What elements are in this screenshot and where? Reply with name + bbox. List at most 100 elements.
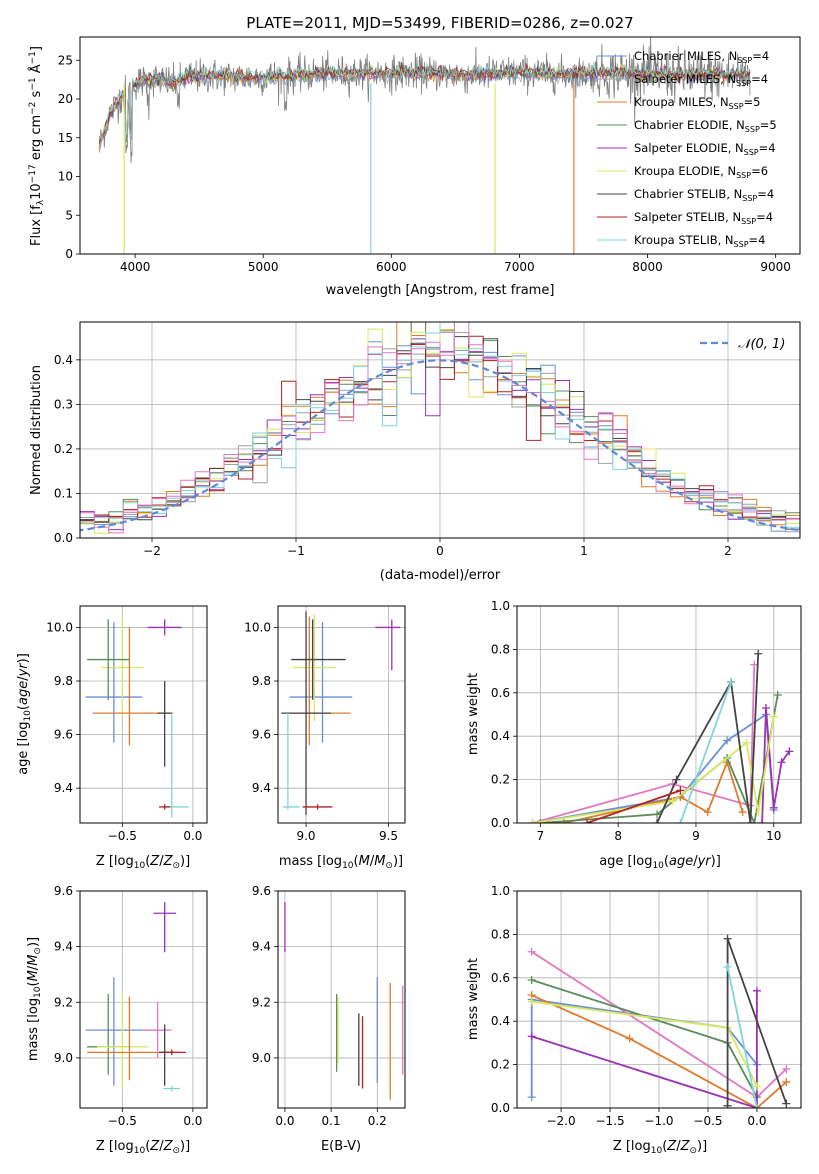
mass-ebv-xlabel: E(B-V)	[321, 1139, 361, 1154]
mass-weight-marker	[583, 819, 592, 823]
errorbar-point	[157, 681, 172, 767]
y-tick-label: 0.8	[491, 927, 510, 941]
mass-vs-metallicity-panel: Z [log10(Z/Z⊙)] mass [log10(M/M⊙)] −0.5 0…	[26, 884, 208, 1156]
mass-vs-extinction-panel: E(B-V) 0.0 0.1 0.2 9.0 9.2 9.4 9.6	[252, 884, 406, 1154]
mass-weight-marker	[527, 1093, 536, 1102]
legend-subscript: SSP	[734, 240, 749, 249]
axes-frame	[79, 321, 801, 539]
legend-suffix: =5	[760, 118, 777, 132]
errorbar-point	[282, 713, 300, 810]
plot-area	[527, 934, 791, 1108]
axes-frame	[516, 890, 802, 1109]
mass-weight-marker	[761, 703, 770, 712]
x-tick-label: 8	[614, 829, 622, 843]
legend-suffix: =4	[751, 72, 768, 86]
residual-ylabel: Normed distribution	[29, 365, 44, 495]
errorbar-point	[87, 619, 130, 700]
y-tick-label: 0.6	[491, 686, 510, 700]
mass-z-xlabel: Z [log10(Z/Z⊙)]	[96, 1139, 190, 1156]
x-tick-label: −1.0	[644, 1114, 673, 1128]
x-tick-label: 1	[580, 544, 588, 558]
axes-frame	[79, 890, 208, 1109]
x-tick-label: 10	[766, 829, 781, 843]
mass-weight-marker	[738, 808, 747, 817]
x-tick-label: 4000	[120, 260, 151, 274]
age-z-xlabel: Z [log10(Z/Z⊙)]	[96, 854, 190, 871]
legend-subscript: SSP	[736, 171, 751, 180]
x-tick-label: −2.0	[546, 1114, 575, 1128]
errorbar-point	[292, 614, 336, 722]
age-z-ylabel: age [log10(age/yr)]	[16, 653, 33, 775]
mass-weight-series-line	[530, 998, 758, 1098]
y-tick-label: 25	[58, 53, 73, 67]
errorbar-point	[143, 1002, 172, 1058]
legend-subscript: SSP	[736, 79, 751, 88]
mass-weight-series-line	[586, 789, 681, 823]
mass-weight-series-line	[531, 979, 758, 1098]
mass-weight-marker	[777, 758, 786, 767]
y-tick-label: 1.0	[491, 884, 510, 898]
weight-vs-age-panel: age [log10(age/yr)] mass weight 7 8 9 10 0.0…	[466, 599, 802, 871]
plot-area	[80, 322, 800, 534]
axes-frame	[79, 36, 801, 255]
x-tick-label: 9	[692, 829, 700, 843]
mass-weight-marker	[527, 947, 536, 956]
legend-suffix: =4	[756, 210, 773, 224]
mass-weight-series-line	[726, 966, 758, 1108]
errorbar-point	[163, 1049, 186, 1056]
axes-frame	[516, 605, 802, 824]
mass-weight-marker	[746, 819, 755, 823]
y-tick-label: 9.4	[54, 781, 73, 795]
spectrum-panel: wavelength [Angstrom, rest frame] Flux […	[28, 36, 801, 298]
mass-weight-marker	[723, 736, 732, 745]
legend-suffix: =4	[752, 49, 769, 63]
mass-weight-series-line	[531, 990, 758, 1108]
legend-label: Chabrier MILES, NSSP=4	[634, 49, 769, 65]
mass-weight-marker	[726, 677, 735, 686]
errorbar-point	[87, 993, 130, 1075]
weight-z-ylabel: mass weight	[466, 958, 481, 1040]
residual-xlabel: (data-model)/error	[380, 568, 501, 583]
mass-weight-marker	[742, 738, 751, 747]
legend-label: Kroupa STELIB, NSSP=4	[634, 233, 765, 249]
x-tick-label: 6000	[376, 260, 407, 274]
legend-label: 𝒩(0, 1)	[738, 337, 785, 352]
weight-age-xlabel: age [log10(age/yr)]	[599, 854, 721, 871]
mass-weight-marker	[752, 986, 761, 995]
mass-weight-series-line	[531, 994, 787, 1108]
spectrum-xlabel: wavelength [Angstrom, rest frame]	[326, 283, 555, 298]
plot-area	[85, 902, 186, 1092]
mass-weight-marker	[750, 819, 759, 823]
x-tick-label: 2	[724, 544, 732, 558]
mass-z-ylabel: mass [log10(M/M⊙)]	[26, 937, 43, 1061]
weight-z-xlabel: Z [log10(Z/Z⊙)]	[613, 1139, 707, 1156]
legend-suffix: =4	[757, 187, 774, 201]
residual-histogram-step	[80, 322, 800, 528]
x-tick-label: −2	[143, 544, 161, 558]
mass-weight-marker	[559, 819, 568, 823]
x-tick-label: 0.2	[368, 1114, 387, 1128]
mass-weight-marker	[773, 690, 782, 699]
y-tick-label: 9.8	[252, 674, 271, 688]
legend-label: Salpeter STELIB, NSSP=4	[634, 210, 773, 226]
errorbar-point	[85, 622, 143, 743]
y-tick-label: 9.0	[252, 1051, 271, 1065]
y-tick-label: 9.6	[54, 728, 73, 742]
y-tick-label: 0.4	[491, 729, 510, 743]
y-tick-label: 0.6	[491, 971, 510, 985]
x-tick-label: −1	[287, 544, 305, 558]
spectrum-legend: Chabrier MILES, NSSP=4 Salpeter MILES, NS…	[597, 49, 777, 249]
errorbar-point	[302, 804, 333, 810]
y-tick-label: 0.4	[54, 353, 73, 367]
errorbar-point	[291, 619, 346, 700]
mass-weight-marker	[752, 1104, 761, 1108]
y-tick-label: 0.0	[54, 531, 73, 545]
y-tick-label: 5	[65, 208, 73, 222]
plot-area	[98, 37, 751, 254]
x-tick-label: 0	[436, 544, 444, 558]
y-tick-label: 9.2	[54, 995, 73, 1009]
errorbar-point	[281, 611, 331, 815]
y-tick-label: 10.0	[46, 620, 73, 634]
y-tick-label: 10	[58, 170, 73, 184]
legend-suffix: =4	[749, 233, 766, 247]
